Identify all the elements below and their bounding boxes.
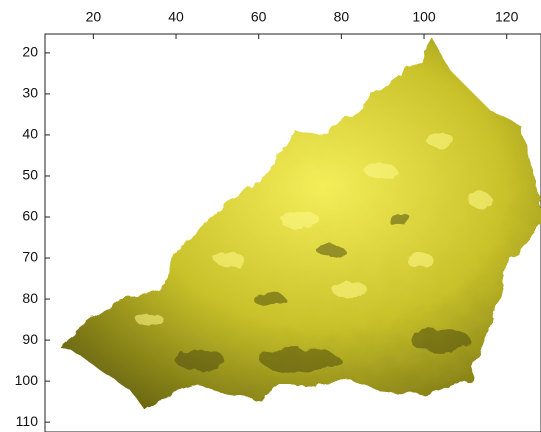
- x-tick-label: 20: [86, 9, 102, 25]
- y-tick-label: 30: [22, 85, 38, 101]
- y-tick-label: 60: [22, 208, 38, 224]
- y-tick-label: 70: [22, 249, 38, 265]
- x-tick-label: 100: [412, 9, 436, 25]
- y-tick-label: 20: [22, 44, 38, 60]
- y-tick-label: 100: [15, 372, 39, 388]
- x-tick-label: 80: [334, 9, 350, 25]
- y-tick-label: 50: [22, 167, 38, 183]
- x-tick-label: 40: [168, 9, 184, 25]
- x-tick-label: 60: [251, 9, 267, 25]
- y-tick-label: 110: [16, 413, 39, 429]
- y-tick-label: 90: [22, 331, 38, 347]
- surface-render: [58, 38, 541, 410]
- y-tick-label: 40: [22, 126, 38, 142]
- x-tick-label: 120: [495, 9, 519, 25]
- y-tick-label: 80: [22, 290, 38, 306]
